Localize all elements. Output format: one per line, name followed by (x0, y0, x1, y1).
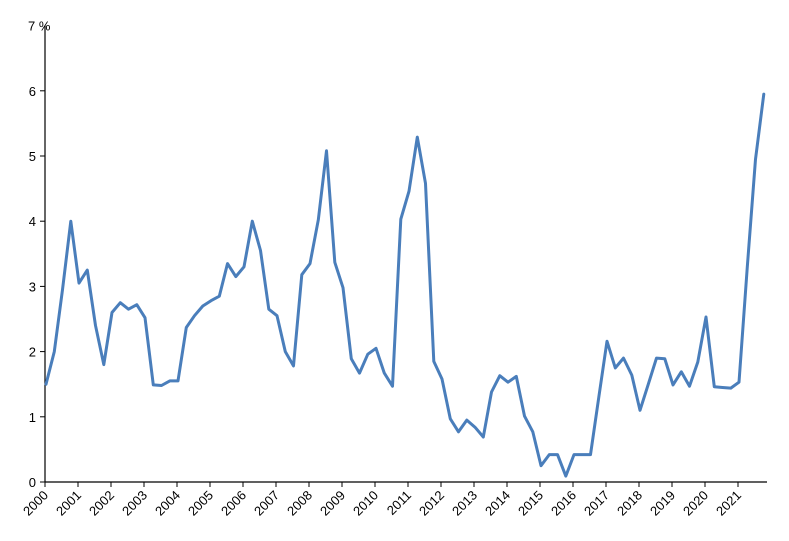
x-tick-label: 2017 (581, 488, 612, 519)
x-tick-label: 2020 (680, 488, 711, 519)
series-line (44, 92, 766, 478)
x-tick-label: 2010 (350, 488, 381, 519)
x-tick-label: 2008 (284, 488, 315, 519)
x-axis: 2000 2001 2002 2003 2004 2005 2006 2007 2008 2009… (20, 481, 767, 519)
y-tick-label: 0 (29, 475, 36, 490)
x-tick-label: 2002 (86, 488, 117, 519)
y-axis: 0 1 2 3 4 5 6 7 % (28, 19, 51, 490)
y-tick-label: 6 (29, 84, 36, 99)
y-tick-label: 5 (29, 149, 36, 164)
x-tick-label: 2019 (647, 488, 678, 519)
x-tick-label: 2018 (614, 488, 645, 519)
x-tick-label: 2005 (185, 488, 216, 519)
x-tick-label: 2000 (20, 488, 51, 519)
x-tick-label: 2013 (449, 488, 480, 519)
x-tick-label: 2001 (53, 488, 84, 519)
x-tick-label: 2003 (119, 488, 150, 519)
y-tick-label: 2 (29, 345, 36, 360)
y-tick-label: 4 (29, 214, 36, 229)
x-tick-label: 2012 (416, 488, 447, 519)
y-tick-label: 7 % (28, 19, 51, 34)
y-tick-label: 1 (29, 410, 36, 425)
x-tick-label: 2006 (218, 488, 249, 519)
x-tick-label: 2011 (384, 488, 414, 518)
x-tick-label: 2007 (251, 488, 282, 519)
x-tick-label: 2014 (482, 488, 513, 519)
x-tick-label: 2015 (515, 488, 546, 519)
series-layer (44, 92, 766, 478)
x-tick-label: 2009 (317, 488, 348, 519)
x-tick-label: 2004 (152, 488, 183, 519)
y-tick-label: 3 (29, 279, 36, 294)
x-tick-label: 2021 (713, 488, 744, 519)
x-tick-label: 2016 (548, 488, 579, 519)
